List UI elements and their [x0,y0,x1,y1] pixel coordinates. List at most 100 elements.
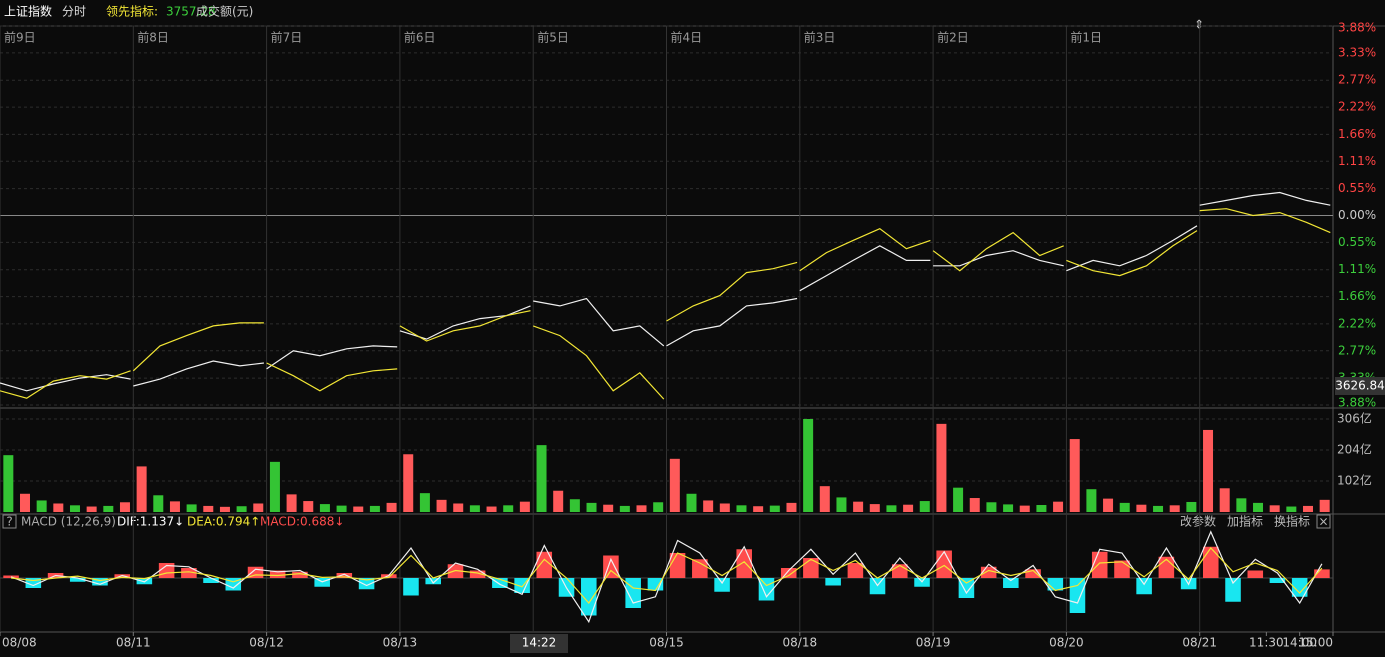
x-tick-label: 08/13 [383,636,418,650]
macd-bar [181,568,197,578]
volume-bar [1219,488,1230,512]
day-label: 前9日 [4,30,36,45]
close-mark: × [1318,515,1328,529]
button[interactable]: 加指标 [1227,514,1263,529]
volume-bar [1069,439,1080,512]
macd-bar [292,571,308,578]
macd-bar [714,578,730,592]
x-tick-label: 14:00 [1282,636,1317,650]
volume-bar [203,505,214,512]
macd-bar [891,564,908,578]
dea-line [11,547,1323,604]
lead-value: 3757.28 [166,5,216,19]
macd-bar [1247,570,1264,578]
mode[interactable]: 分时 [62,5,86,19]
y-tick-label: 2.77% [1338,73,1376,87]
volume-bar [169,501,180,512]
volume-bar [603,504,614,512]
volume-bar [403,454,414,512]
volume-bar [669,458,680,512]
volume-bar [586,502,597,512]
volume-bar [386,502,397,512]
volume-bar [269,461,280,512]
day-label: 前2日 [937,30,969,45]
volume-bar [1303,505,1314,512]
cursor-price: 3626.84 [1335,379,1385,393]
volume-bar [919,501,930,512]
macd-bar [603,555,619,578]
index-name[interactable]: 上证指数 [4,4,52,19]
macd-bar [25,578,42,588]
volume-bar [819,486,830,512]
macd-title: MACD (12,26,9) [21,515,116,529]
volume-bar [336,505,347,512]
volume-bar [119,502,130,512]
x-tick-label: 08/15 [649,636,684,650]
y-tick-label: 3.88% [1338,396,1376,410]
macd-bar [536,551,553,578]
volume-bar [853,501,864,512]
dif-line [10,530,1323,624]
volume-bar [736,505,747,512]
macd-bar [336,573,353,578]
x-tick-label: 08/21 [1182,636,1217,650]
volume-bar [136,466,147,512]
lead-label: 领先指标: [106,4,158,19]
dea-label: DEA:0.794↑ [187,515,260,529]
x-tick-label: 08/19 [916,636,951,650]
x-tick-label: 08/20 [1049,636,1084,650]
macd-bar [92,578,108,586]
volume-bar [886,505,897,512]
x-tick-label: 08/18 [783,636,818,650]
price-line [0,208,1331,400]
macd-bar [403,578,419,596]
volume-label: 成交额(元) [196,4,253,19]
y-tick-label: 306亿 [1337,411,1372,426]
day-label: 前3日 [804,30,836,45]
volume-bar [53,503,64,512]
volume-bar [3,455,14,512]
macd-bar [1269,578,1286,583]
volume-bar [503,505,514,512]
macd-bar [847,563,864,578]
volume-bar [103,505,114,512]
macd-bar [1136,578,1152,595]
volume-bar [153,495,164,512]
volume-bar [803,419,814,512]
cursor-price-box [1335,377,1385,395]
volume-bar [903,504,914,512]
volume-bar [369,505,380,512]
volume-bar [1286,506,1297,512]
button[interactable]: 换指标 [1274,514,1310,529]
y-tick-label: 102亿 [1337,473,1372,488]
x-tick-label: 08/08 [2,636,37,650]
volume-bar [969,498,980,512]
macd-bar [692,559,708,578]
close-button[interactable] [1316,514,1331,529]
volume-bar [536,445,547,512]
volume-bar [636,505,647,512]
volume-bar [419,493,430,512]
volume-bar [769,505,780,512]
macd-bar [1114,560,1130,578]
x-tick-label: 08/11 [116,636,151,650]
volume-bar [1119,502,1130,512]
volume-bar [703,500,714,512]
macd-bar [469,570,486,578]
y-tick-label: 0.55% [1338,235,1376,249]
help-icon[interactable] [2,514,17,529]
day-label: 前4日 [671,30,703,45]
y-tick-label: 2.77% [1338,343,1376,357]
y-tick-label: 1.66% [1338,289,1376,303]
macd-bar [780,568,797,578]
macd-bar [1069,578,1086,613]
volume-bar [1003,504,1014,512]
volume-bar [253,503,264,512]
day-label: 前8日 [137,30,169,45]
price-line [0,191,1331,392]
volume-bar [619,505,630,512]
button[interactable]: 改参数 [1180,514,1216,529]
volume-bar [319,504,330,512]
volume-bar [1036,505,1047,512]
